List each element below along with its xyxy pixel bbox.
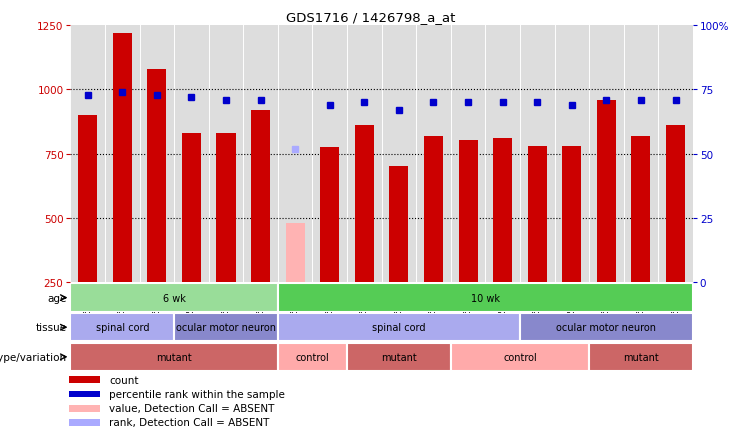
Text: spinal cord: spinal cord <box>372 322 425 332</box>
Text: 6 wk: 6 wk <box>163 293 185 303</box>
Text: value, Detection Call = ABSENT: value, Detection Call = ABSENT <box>109 403 274 413</box>
Bar <box>182 134 201 283</box>
Bar <box>494 139 512 283</box>
Text: percentile rank within the sample: percentile rank within the sample <box>109 389 285 399</box>
Bar <box>70 313 174 342</box>
Text: count: count <box>109 375 139 385</box>
Text: rank, Detection Call = ABSENT: rank, Detection Call = ABSENT <box>109 418 269 427</box>
Bar <box>285 224 305 283</box>
Bar <box>216 134 236 283</box>
Text: control: control <box>296 352 329 362</box>
Text: mutant: mutant <box>623 352 659 362</box>
Text: ocular motor neuron: ocular motor neuron <box>176 322 276 332</box>
Bar <box>390 167 408 283</box>
Bar <box>278 284 693 312</box>
Bar <box>528 147 547 283</box>
Bar <box>70 284 278 312</box>
Bar <box>174 313 278 342</box>
Bar <box>320 148 339 283</box>
Bar <box>424 136 443 283</box>
Bar <box>562 147 581 283</box>
Text: tissue: tissue <box>36 322 67 332</box>
Bar <box>79 116 97 283</box>
Bar <box>451 343 589 371</box>
Bar <box>355 126 373 283</box>
Text: control: control <box>503 352 536 362</box>
Bar <box>251 111 270 283</box>
Bar <box>70 405 99 411</box>
Bar <box>666 126 685 283</box>
Text: spinal cord: spinal cord <box>96 322 149 332</box>
Bar <box>70 343 278 371</box>
Bar <box>70 377 99 383</box>
Bar <box>459 140 477 283</box>
Bar <box>70 391 99 398</box>
Bar <box>520 313 693 342</box>
Bar <box>70 419 99 426</box>
Bar <box>278 313 520 342</box>
Text: mutant: mutant <box>156 352 192 362</box>
Text: GDS1716 / 1426798_a_at: GDS1716 / 1426798_a_at <box>286 11 455 24</box>
Text: genotype/variation: genotype/variation <box>0 352 67 362</box>
Bar <box>597 100 616 283</box>
Text: ocular motor neuron: ocular motor neuron <box>556 322 657 332</box>
Bar <box>278 343 347 371</box>
Bar <box>347 343 451 371</box>
Text: mutant: mutant <box>381 352 416 362</box>
Bar <box>589 343 693 371</box>
Text: age: age <box>47 293 67 303</box>
Bar <box>113 34 132 283</box>
Bar <box>147 69 166 283</box>
Text: 10 wk: 10 wk <box>471 293 500 303</box>
Bar <box>631 136 651 283</box>
